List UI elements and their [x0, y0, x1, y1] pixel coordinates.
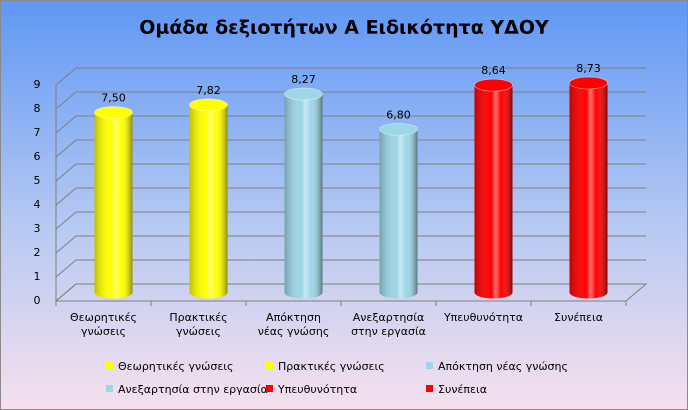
grid-line: [55, 187, 646, 206]
bar-shade: [379, 129, 418, 293]
grid-line: [55, 67, 646, 86]
legend-swatch: [426, 385, 433, 392]
legend-label: Υπευθυνότητα: [278, 383, 358, 396]
bar-top: [189, 98, 228, 112]
grid-line: [55, 283, 646, 302]
x-tick-label: Υπευθυνότητα: [443, 311, 524, 324]
floor: [54, 283, 648, 302]
legend-label: Ανεξαρτησία στην εργασία: [118, 383, 268, 396]
legend-label: Συνέπεια: [438, 383, 487, 396]
grid-line: [55, 259, 646, 278]
legend-label: Απόκτηση νέας γνώσης: [438, 360, 568, 373]
chart-title: Ομάδα δεξιοτήτων Α Ειδικότητα ΥΔΟΥ: [139, 17, 549, 39]
legend-swatch: [106, 385, 113, 392]
legend-entry: Ανεξαρτησία στην εργασία: [106, 383, 268, 397]
value-label: 6,80: [386, 108, 411, 121]
y-tick-label: 5: [34, 174, 41, 187]
bar-top: [569, 76, 608, 90]
value-label: 7,82: [196, 84, 221, 97]
legend-swatch: [426, 362, 433, 369]
legend-entry: Απόκτηση νέας γνώσης: [426, 360, 568, 374]
legend-entry: Υπευθυνότητα: [266, 383, 357, 397]
y-tick-label: 6: [34, 150, 41, 163]
grid-line: [55, 115, 646, 134]
y-tick-label: 4: [34, 198, 41, 211]
y-tick-label: 3: [34, 222, 41, 235]
legend-entry: Θεωρητικές γνώσεις: [106, 360, 233, 374]
legend-swatch: [266, 362, 273, 369]
bar-shade: [284, 94, 323, 293]
legend-label: Πρακτικές γνώσεις: [278, 360, 385, 373]
bar-top: [284, 87, 323, 101]
x-tick-label: Θεωρητικές γνώσεις: [70, 311, 137, 338]
y-tick-label: 0: [34, 294, 41, 307]
bar-shade: [474, 85, 513, 293]
legend-entry: Πρακτικές γνώσεις: [266, 360, 385, 374]
legend-label: Θεωρητικές γνώσεις: [118, 360, 234, 373]
bar-top: [474, 78, 513, 92]
grid-line: [55, 235, 646, 254]
bar-shade: [94, 112, 133, 293]
x-tick-label: Συνέπεια: [554, 311, 603, 324]
bar-shade: [189, 104, 228, 293]
legend-swatch: [266, 385, 273, 392]
grid-line: [55, 91, 646, 110]
y-tick-label: 9: [34, 78, 41, 91]
x-tick-label: Πρακτικές γνώσεις: [169, 311, 228, 338]
value-label: 7,50: [101, 92, 126, 105]
grid-line: [55, 211, 646, 230]
grid-line: [55, 139, 646, 158]
value-label: 8,64: [481, 64, 506, 77]
bar-shade: [569, 82, 608, 293]
x-tick-label: Απόκτηση νέας γνώσης: [257, 311, 330, 338]
legend-entry: Συνέπεια: [426, 383, 487, 397]
value-label: 8,73: [576, 62, 601, 75]
y-tick-label: 8: [34, 102, 41, 115]
y-tick-label: 1: [34, 270, 41, 283]
value-label: 8,27: [291, 73, 316, 86]
y-tick-label: 7: [34, 126, 41, 139]
bar-top: [379, 122, 418, 136]
y-tick-label: 2: [34, 246, 41, 259]
legend-swatch: [106, 362, 113, 369]
x-tick-label: Ανεξαρτησία στην εργασία: [351, 311, 426, 338]
grid-line: [55, 163, 646, 182]
bar-top: [94, 106, 133, 119]
